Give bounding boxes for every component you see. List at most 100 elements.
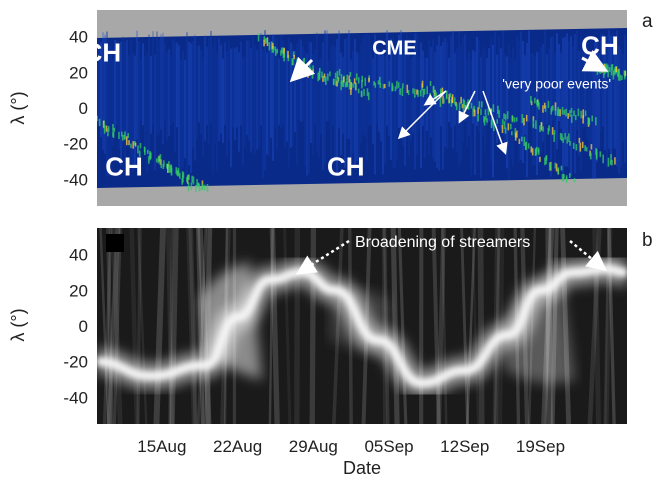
event-mark	[534, 148, 537, 156]
event-mark	[588, 117, 591, 125]
panel-b-label: b	[642, 230, 653, 251]
event-mark	[553, 130, 556, 135]
event-mark	[574, 114, 577, 121]
event-mark	[287, 50, 289, 59]
streamer-ray	[397, 228, 408, 424]
event-mark	[309, 67, 312, 72]
event-mark	[340, 79, 343, 84]
event-mark	[549, 163, 552, 170]
event-mark	[536, 102, 539, 108]
event-mark	[443, 98, 445, 104]
event-mark	[341, 80, 344, 87]
event-mark	[523, 117, 525, 126]
event-mark	[535, 120, 537, 129]
event-mark	[414, 88, 416, 98]
event-mark	[168, 161, 170, 168]
event-mark	[485, 115, 487, 121]
event-mark	[312, 69, 314, 74]
event-mark	[348, 75, 350, 83]
event-mark	[458, 102, 461, 111]
event-mark	[367, 92, 370, 101]
vpe-arrow-2	[397, 90, 447, 140]
event-mark	[391, 82, 394, 92]
x-tick-label: 15Aug	[137, 437, 186, 456]
event-mark	[121, 134, 124, 141]
event-mark	[612, 70, 615, 80]
event-mark	[177, 170, 179, 177]
event-mark	[585, 146, 588, 152]
streamer-ray	[201, 228, 213, 424]
streamer-ray	[106, 228, 114, 424]
event-mark	[542, 105, 544, 113]
event-mark	[560, 165, 563, 171]
event-mark	[336, 70, 339, 80]
streamer-ray	[544, 228, 552, 424]
event-mark	[527, 143, 530, 149]
event-mark	[559, 132, 562, 140]
event-mark	[322, 75, 324, 83]
event-mark	[565, 177, 568, 182]
event-mark	[572, 142, 575, 149]
event-mark	[568, 173, 571, 178]
event-mark	[416, 89, 418, 95]
event-mark	[561, 133, 563, 141]
panel-a: CHCMECHCME'very poor events'CHCHCH a 402…	[8, 10, 653, 206]
x-tick-label: 22Aug	[213, 437, 262, 456]
streamer-ray	[195, 228, 205, 424]
event-mark	[368, 77, 370, 83]
event-mark	[159, 159, 162, 165]
panel-a-y-tick-label: 0	[79, 99, 88, 118]
event-mark	[441, 87, 444, 93]
event-mark	[542, 126, 544, 132]
streamer-ray	[309, 228, 317, 424]
vpe-annotation: 'very poor events'	[502, 75, 611, 91]
event-mark	[113, 127, 116, 133]
event-mark	[537, 149, 540, 155]
event-mark	[506, 111, 509, 120]
streamer-ray	[541, 228, 555, 424]
event-mark	[342, 82, 345, 87]
event-mark	[107, 126, 110, 132]
event-mark	[292, 58, 294, 66]
event-mark	[150, 152, 152, 159]
streamer-ray	[106, 228, 120, 424]
event-mark	[377, 80, 380, 85]
event-mark	[148, 156, 150, 164]
event-mark	[325, 76, 327, 85]
event-mark	[511, 131, 513, 136]
event-mark	[271, 46, 274, 53]
event-mark	[590, 152, 592, 160]
event-mark	[523, 136, 526, 141]
event-mark	[348, 83, 351, 90]
event-mark	[327, 73, 329, 81]
event-mark	[442, 95, 444, 104]
event-mark	[521, 114, 524, 124]
event-mark	[555, 163, 558, 172]
event-mark	[532, 122, 535, 129]
event-mark	[357, 88, 360, 94]
event-mark	[383, 83, 386, 89]
event-mark	[167, 163, 169, 173]
event-mark	[160, 159, 163, 169]
event-mark	[318, 73, 321, 79]
event-mark	[562, 137, 564, 143]
event-mark	[523, 140, 526, 147]
panel-a-label: a	[642, 11, 653, 32]
event-mark	[595, 117, 597, 126]
event-mark	[530, 146, 533, 153]
event-mark	[617, 73, 620, 81]
event-mark	[166, 163, 168, 169]
event-mark	[429, 81, 432, 86]
event-mark	[557, 107, 560, 116]
event-mark	[432, 86, 435, 93]
event-mark	[515, 117, 518, 122]
event-mark	[105, 125, 108, 132]
event-mark	[182, 172, 185, 178]
event-mark	[451, 96, 453, 104]
event-mark	[257, 33, 260, 42]
event-mark	[149, 151, 151, 159]
cme-annotation: CME	[372, 38, 416, 60]
event-mark	[561, 173, 564, 182]
event-mark	[349, 79, 352, 89]
event-mark	[554, 162, 557, 169]
